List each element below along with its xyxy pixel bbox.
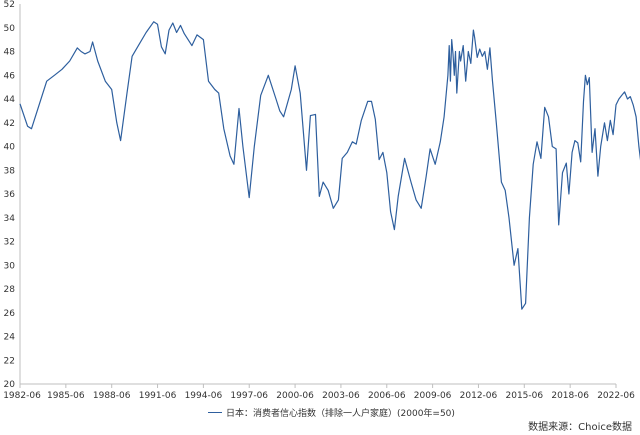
y-tick-label: 38 (4, 166, 16, 176)
y-tick-label: 22 (4, 356, 15, 366)
legend: 日本：消费者信心指数（排除一人户家庭）(2000年=50) (208, 405, 455, 419)
x-tick-label: 2022-06 (597, 391, 635, 400)
x-tick-label: 1997-06 (230, 391, 268, 400)
y-tick-label: 28 (4, 285, 16, 295)
x-tick-label: 2018-06 (551, 391, 589, 400)
legend-line-swatch (208, 411, 222, 413)
y-tick-label: 32 (4, 238, 15, 248)
y-tick-label: 24 (4, 333, 16, 343)
y-tick-label: 44 (4, 95, 16, 105)
data-source-note: 数据来源：Choice数据 (528, 422, 632, 433)
y-tick-label: 42 (4, 119, 15, 129)
x-tick-labels: 1982-06 1985-06 1988-06 1991-06 1994-06 1997-… (3, 384, 635, 400)
x-tick-label: 1982-06 (3, 391, 41, 400)
y-tick-label: 26 (4, 309, 16, 319)
x-tick-label: 1991-06 (139, 391, 177, 400)
x-tick-label: 2006-06 (368, 391, 406, 400)
y-tick-label: 36 (4, 190, 16, 200)
x-tick-label: 2000-06 (276, 391, 314, 400)
line-chart: 20 22 24 26 28 30 32 34 36 38 40 42 44 46 48 50 52 1982-… (3, 0, 640, 400)
x-tick-label: 1985-06 (47, 391, 85, 400)
series-line (19, 21, 640, 310)
x-tick-label: 2009-06 (414, 391, 452, 400)
y-tick-label: 40 (4, 143, 16, 153)
x-tick-label: 1988-06 (93, 391, 131, 400)
y-tick-label: 20 (4, 380, 16, 390)
y-tick-labels: 20 22 24 26 28 30 32 34 36 38 40 42 44 46 48 50 52 (4, 0, 16, 390)
legend-label: 日本：消费者信心指数（排除一人户家庭）(2000年=50) (226, 408, 455, 419)
y-tick-label: 48 (4, 48, 16, 58)
y-tick-label: 52 (4, 0, 15, 10)
x-tick-label: 1994-06 (185, 391, 223, 400)
x-tick-label: 2012-06 (460, 391, 498, 400)
x-tick-label: 2015-06 (506, 391, 544, 400)
y-tick-label: 34 (4, 214, 16, 224)
y-tick-label: 46 (4, 71, 16, 81)
y-tick-label: 30 (4, 261, 16, 271)
x-tick-label: 2003-06 (322, 391, 360, 400)
y-tick-label: 50 (4, 24, 16, 34)
